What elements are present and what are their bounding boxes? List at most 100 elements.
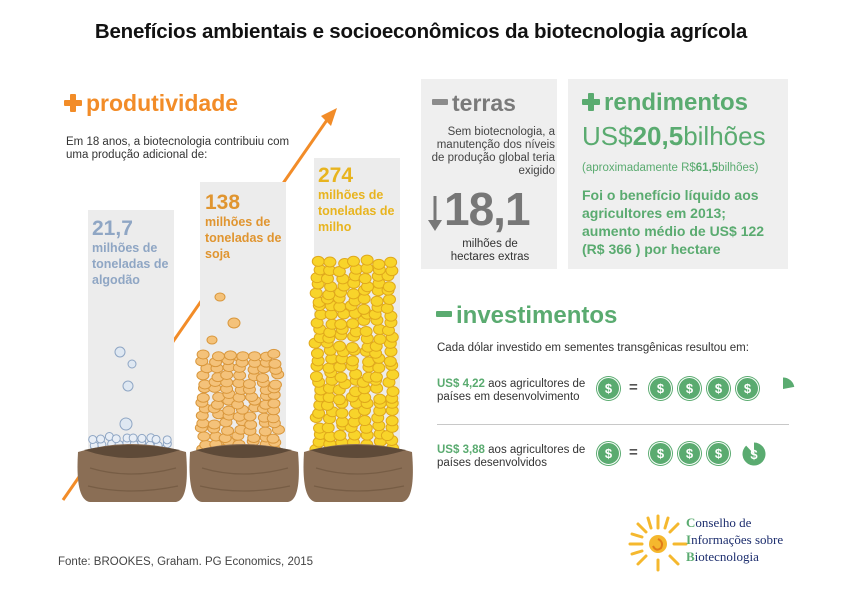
minus-icon <box>432 99 448 105</box>
plus-icon <box>582 93 600 111</box>
soyPile-grain <box>266 433 280 444</box>
soyPile-grain <box>211 351 225 362</box>
cornPile-grain <box>358 415 372 427</box>
soyPile-grain <box>236 351 250 362</box>
cornPile-grain <box>373 393 387 405</box>
rendimentos-heading: rendimentos <box>582 89 748 117</box>
dollar-coin-icon: $ <box>707 377 730 400</box>
terras-unit: milhões de hectares extras <box>450 238 530 263</box>
logo-initial: I <box>686 532 692 547</box>
soyPile-grain <box>207 419 221 430</box>
cottonPile-grain <box>128 433 138 443</box>
soy-text: milhões de toneladas de soja <box>205 215 282 261</box>
developing-text: aos agricultores de países em desenvolvi… <box>437 378 586 403</box>
currency-prefix: US$ <box>582 121 633 151</box>
cornPile-grain <box>360 254 374 266</box>
source-text: Fonte: BROOKES, Graham. PG Economics, 20… <box>58 556 314 568</box>
cotton-value: 21,7 <box>92 217 133 240</box>
produtividade-title: produtividade <box>86 90 239 116</box>
cornPile-grain <box>385 415 399 427</box>
cornPile-grain <box>323 256 337 268</box>
amount-value: 20,5 <box>632 121 684 151</box>
developing-amount: US$ 4,22 <box>437 378 485 390</box>
equals-sign: = <box>629 379 638 396</box>
corn-text: milhões de toneladas de milho <box>318 188 395 234</box>
down-arrow-icon <box>428 196 442 231</box>
partial-coin-icon: $ <box>742 442 766 466</box>
cottonPile-grain <box>137 433 147 443</box>
corn-value: 274 <box>318 164 354 187</box>
soyPile-grain <box>244 419 258 430</box>
soyPile-grain <box>267 398 281 409</box>
cornPile-grain <box>369 371 383 383</box>
rendimentos-amount: US$20,5bilhões <box>582 121 766 152</box>
cornPile-grain <box>321 422 335 434</box>
terras-heading: terras <box>432 90 516 117</box>
logo-line-3: Biotecnologia <box>686 548 783 565</box>
cornPile-grain <box>345 341 359 353</box>
cornPile-grain <box>346 355 360 367</box>
produtividade-intro: Em 18 anos, a biotecnologia contribuiu c… <box>66 136 290 161</box>
soyPile-grain <box>242 379 256 390</box>
dollar-coin-icon: $ <box>678 442 701 465</box>
logo-line-1: Conselho de <box>686 514 783 531</box>
dollar-coin-icon: $ <box>597 377 620 400</box>
terras-text: Sem biotecnologia, a manutenção dos níve… <box>431 126 555 177</box>
soyPile-grain <box>196 349 210 360</box>
cornPile-grain <box>346 288 360 300</box>
soyPile-grain <box>223 350 237 361</box>
dollar-coin-icon: $ <box>678 377 701 400</box>
cornPile-grain <box>380 302 394 314</box>
cottonPile-grain <box>151 434 161 444</box>
terras-title: terras <box>452 90 516 116</box>
dollar-coin-icon: $ <box>736 377 759 400</box>
cornPile-grain <box>334 371 348 383</box>
investimentos-heading: investimentos <box>436 302 617 330</box>
developed-amount: US$ 3,88 <box>437 444 485 456</box>
cornPile-grain <box>372 362 386 374</box>
terras-panel <box>421 79 557 269</box>
row-divider <box>437 424 789 425</box>
cornPile-grain <box>332 394 346 406</box>
cornPile-grain <box>384 256 398 268</box>
logo-rest: nformações sobre <box>691 532 784 547</box>
investimentos-title: investimentos <box>456 302 618 329</box>
dollar-coin-icon: $ <box>707 442 730 465</box>
corn-label: 274 milhões de toneladas de milho <box>318 165 402 235</box>
soyPile-grain <box>256 372 270 383</box>
logo-rest: iotecnologia <box>694 549 759 564</box>
soy-value: 138 <box>205 191 241 214</box>
soyPile-grain <box>243 411 257 422</box>
cornPile-grain <box>386 385 400 397</box>
rendimentos-approx: (aproximadamente R$61,5bilhões) <box>582 162 758 174</box>
dollar-coin-icon: $ <box>649 442 672 465</box>
cornPile-grain <box>346 255 360 267</box>
cornPile-grain <box>310 347 324 359</box>
dollar-coin-icon: $ <box>649 377 672 400</box>
investimentos-intro: Cada dólar investido em sementes transgê… <box>437 342 749 354</box>
cornPile-grain <box>357 303 371 315</box>
soyPile-grain <box>222 405 236 416</box>
cornPile-grain <box>370 295 384 307</box>
partial-coin-icon <box>783 377 795 389</box>
terras-value: 18,1 <box>444 183 531 235</box>
page-title: Benefícios ambientais e socioeconômicos … <box>94 20 748 43</box>
logo-initial: B <box>686 549 695 564</box>
svg-text:$: $ <box>750 447 758 462</box>
soyPile-grain <box>267 348 281 359</box>
logo-line-2: Informações sobre <box>686 531 783 548</box>
soyPile-grain <box>196 392 210 403</box>
cotton-tube <box>88 210 174 450</box>
cottonPile-grain <box>111 434 121 444</box>
sun-logo-icon <box>628 514 688 572</box>
cornPile-grain <box>386 369 400 381</box>
cotton-text: milhões de toneladas de algodão <box>92 241 169 287</box>
soy-label: 138 milhões de toneladas de soja <box>205 192 289 262</box>
approx-prefix: (aproximadamente R$ <box>582 162 696 174</box>
developed-text: aos agricultores de países desenvolvidos <box>437 444 586 469</box>
investimento-row-developing: US$ 4,22 aos agricultores de países em d… <box>437 378 597 404</box>
rendimentos-title: rendimentos <box>604 89 749 116</box>
cornPile-grain <box>373 333 387 345</box>
plus-icon <box>64 94 82 112</box>
logo-rest: onselho de <box>695 515 752 530</box>
